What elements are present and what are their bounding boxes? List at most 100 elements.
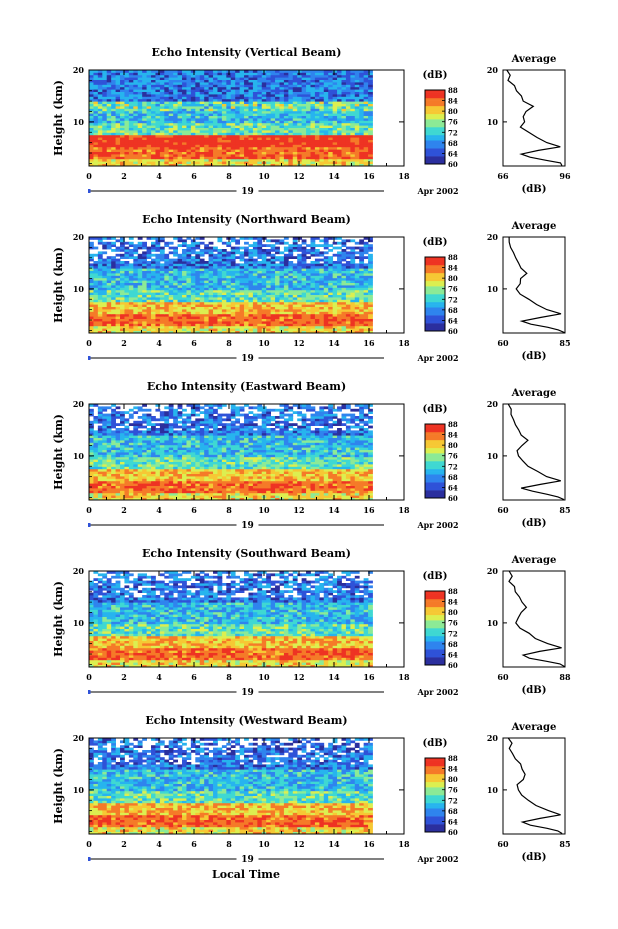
heatmap-cell <box>137 273 143 276</box>
heatmap-cell <box>235 70 241 73</box>
heatmap-cell <box>252 270 258 274</box>
heatmap-cell <box>275 289 280 293</box>
heatmap-cell <box>217 237 223 240</box>
heatmap-cell <box>283 89 289 92</box>
heatmap-cell <box>239 110 245 114</box>
heatmap-cell <box>319 72 325 76</box>
heatmap-cell <box>199 277 205 281</box>
heatmap-cell <box>328 91 334 95</box>
heatmap-cell <box>301 282 307 286</box>
heatmap-cell <box>204 280 209 283</box>
heatmap-cell <box>226 79 232 83</box>
heatmap-cell <box>173 258 178 262</box>
heatmap-cell <box>345 106 351 109</box>
heatmap-cell <box>332 70 338 73</box>
heatmap-cell <box>173 115 178 119</box>
heatmap-cell <box>257 318 263 322</box>
heatmap-cell <box>106 151 112 155</box>
heatmap-cell <box>97 304 103 307</box>
heatmap-cell <box>275 292 280 295</box>
heatmap-cell <box>319 108 325 112</box>
heatmap-cell <box>115 72 121 76</box>
heatmap-cell <box>186 98 192 102</box>
heatmap-cell <box>319 103 325 107</box>
heatmap-cell <box>279 306 285 310</box>
heatmap-cell <box>177 84 183 88</box>
heatmap-cell <box>182 79 187 83</box>
heatmap-cell <box>133 91 139 95</box>
heatmap-cell <box>297 94 303 97</box>
heatmap-cell <box>239 115 245 119</box>
heatmap-cell <box>133 321 139 324</box>
heatmap-cell <box>297 77 303 80</box>
heatmap-cell <box>195 246 201 250</box>
heatmap-cell <box>235 270 241 274</box>
heatmap-cell <box>221 316 227 319</box>
heatmap-cell <box>221 122 227 126</box>
heatmap-cell <box>266 285 272 288</box>
heatmap-cell <box>363 89 369 92</box>
heatmap-cell <box>235 246 241 250</box>
heatmap-cell <box>124 156 130 160</box>
heatmap-cell <box>226 130 232 133</box>
heatmap-cell <box>142 118 147 121</box>
heatmap-cell <box>350 277 356 281</box>
heatmap-cell <box>270 96 276 100</box>
heatmap-cell <box>182 161 187 164</box>
heatmap-cell <box>283 311 289 315</box>
heatmap-cell <box>283 103 289 107</box>
heatmap-cell <box>124 118 130 121</box>
heatmap-cell <box>137 125 143 128</box>
heatmap-cell <box>168 273 174 276</box>
heatmap-cell <box>146 277 152 281</box>
heatmap-cell <box>226 297 232 300</box>
heatmap-cell <box>332 132 338 136</box>
heatmap-cell <box>306 70 311 73</box>
heatmap-cell <box>128 125 134 128</box>
heatmap-cell <box>235 151 241 155</box>
heatmap-cell <box>350 142 356 145</box>
heatmap-cell <box>257 137 263 140</box>
heatmap-cell <box>190 151 196 155</box>
heatmap-cell <box>270 270 276 274</box>
heatmap-cell <box>159 70 165 73</box>
heatmap-cell <box>199 294 205 298</box>
heatmap-cell <box>221 103 227 107</box>
heatmap-cell <box>337 256 342 259</box>
heatmap-cell <box>124 146 130 150</box>
heatmap-cell <box>133 287 139 291</box>
heatmap-cell <box>159 275 165 279</box>
heatmap-cell <box>359 149 365 152</box>
heatmap-cell <box>137 161 143 164</box>
heatmap-cell <box>288 163 294 167</box>
heatmap-cell <box>252 313 258 317</box>
heatmap-cell <box>257 70 263 73</box>
heatmap-cell <box>341 96 347 100</box>
heatmap-cell <box>124 318 130 322</box>
heatmap-cell <box>217 287 223 291</box>
heatmap-cell <box>230 299 236 303</box>
heatmap-cell <box>106 79 112 83</box>
heatmap-cell <box>297 144 303 148</box>
heatmap-cell <box>164 294 170 298</box>
heatmap-cell <box>235 318 241 322</box>
heatmap-cell <box>106 241 112 245</box>
heatmap-cell <box>314 301 320 305</box>
heatmap-cell <box>120 273 125 276</box>
heatmap-cell <box>151 249 156 252</box>
heatmap-cell <box>208 74 214 78</box>
heatmap-cell <box>164 321 170 324</box>
heatmap-cell <box>164 151 170 155</box>
heatmap-cell <box>217 108 223 112</box>
heatmap-cell <box>155 258 161 262</box>
heatmap-cell <box>359 94 365 97</box>
heatmap-cell <box>323 161 329 164</box>
heatmap-cell <box>226 282 232 286</box>
heatmap-cell <box>230 156 236 160</box>
heatmap-cell <box>226 253 232 257</box>
heatmap-cell <box>213 275 218 279</box>
heatmap-cell <box>106 91 112 95</box>
heatmap-cell <box>142 154 147 157</box>
heatmap-cell <box>314 74 320 78</box>
heatmap-cell <box>97 268 103 271</box>
